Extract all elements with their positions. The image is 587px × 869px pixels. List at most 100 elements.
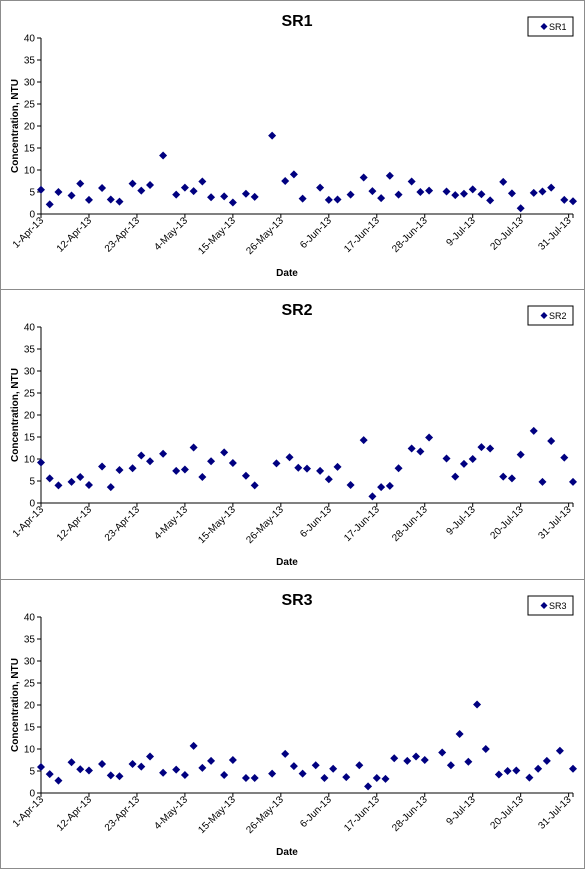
data-point: [189, 741, 198, 750]
data-point: [394, 464, 403, 473]
data-point: [189, 187, 198, 196]
data-point: [442, 454, 451, 463]
data-point: [228, 198, 237, 207]
legend-label: SR1: [549, 22, 567, 32]
data-point: [268, 131, 277, 140]
x-tick-label: 17-Jun-13: [342, 215, 382, 255]
data-point: [499, 177, 508, 186]
data-point: [241, 189, 250, 198]
data-point: [377, 194, 386, 203]
data-point: [272, 459, 281, 468]
data-point: [37, 763, 45, 772]
y-tick-label: 25: [24, 679, 36, 690]
x-tick-label: 31-Jul-13: [536, 794, 574, 832]
data-point: [390, 754, 399, 763]
x-tick-label: 23-Apr-13: [103, 504, 143, 544]
y-tick-label: 5: [29, 188, 35, 199]
x-tick-label: 23-Apr-13: [103, 794, 143, 834]
data-point: [311, 761, 320, 770]
x-tick-label: 26-May-13: [244, 794, 286, 836]
data-point: [241, 774, 250, 783]
data-point: [115, 466, 124, 474]
x-tick-label: 15-May-13: [196, 215, 238, 257]
data-point: [37, 458, 45, 467]
data-point: [76, 765, 85, 774]
data-point: [464, 757, 473, 766]
data-point: [425, 433, 434, 442]
x-tick-label: 20-Jul-13: [489, 504, 527, 542]
x-tick-label: 20-Jul-13: [489, 215, 527, 253]
data-point: [416, 447, 425, 456]
legend: SR3: [527, 595, 574, 616]
data-point: [67, 477, 76, 486]
data-point: [385, 171, 394, 180]
chart-title: SR3: [281, 592, 312, 609]
data-point: [281, 749, 290, 758]
data-point: [98, 759, 107, 768]
data-point: [289, 170, 298, 179]
y-tick-label: 15: [24, 433, 36, 444]
data-point: [115, 772, 124, 781]
data-point: [368, 187, 377, 196]
data-point: [494, 770, 503, 779]
data-point: [442, 187, 451, 196]
x-tick-label: 28-Jun-13: [390, 794, 430, 834]
data-point: [503, 767, 512, 775]
data-point: [359, 436, 368, 445]
y-tick-label: 40: [24, 323, 36, 334]
data-point: [481, 745, 490, 753]
data-point: [420, 756, 429, 764]
data-point: [180, 770, 189, 779]
data-point: [67, 191, 76, 200]
data-point: [507, 474, 516, 483]
x-tick-label: 12-Apr-13: [55, 794, 95, 834]
data-point: [477, 190, 486, 199]
y-tick-label: 10: [24, 745, 36, 756]
y-tick-label: 35: [24, 345, 36, 356]
x-tick-label: 28-Jun-13: [390, 215, 430, 255]
x-tick-label: 12-Apr-13: [55, 504, 95, 544]
y-tick-label: 15: [24, 723, 36, 734]
y-tick-label: 25: [24, 389, 36, 400]
data-point: [207, 756, 216, 765]
data-point: [250, 481, 259, 490]
data-point: [385, 481, 394, 490]
data-point: [525, 773, 534, 782]
x-tick-label: 17-Jun-13: [342, 794, 382, 834]
y-tick-label: 20: [24, 411, 36, 422]
data-point: [54, 481, 63, 490]
data-point: [298, 194, 307, 203]
data-point: [146, 752, 155, 761]
data-point: [451, 191, 460, 200]
data-point: [342, 773, 351, 782]
data-point: [407, 177, 416, 186]
data-point: [146, 457, 155, 466]
y-axis-title: Concentration, NTU: [10, 658, 21, 752]
data-point: [468, 455, 477, 463]
data-point: [137, 186, 146, 195]
y-tick-label: 15: [24, 144, 36, 155]
x-tick-label: 4-May-13: [152, 504, 190, 542]
data-point: [516, 204, 525, 213]
x-tick-label: 31-Jul-13: [536, 504, 574, 542]
x-tick-label: 20-Jul-13: [489, 794, 527, 832]
data-point: [451, 472, 460, 481]
y-axis-title: Concentration, NTU: [10, 368, 21, 462]
legend-marker: [540, 602, 548, 609]
data-point: [250, 774, 259, 783]
data-point: [268, 769, 277, 778]
data-point: [106, 483, 115, 492]
data-point: [381, 774, 390, 783]
data-point: [569, 477, 577, 486]
data-point: [486, 196, 495, 205]
legend-box: [527, 305, 574, 326]
data-point: [220, 448, 229, 457]
legend: SR1: [527, 16, 574, 37]
data-point: [37, 185, 45, 194]
data-point: [377, 483, 386, 492]
x-tick-label: 26-May-13: [244, 504, 286, 546]
data-point: [128, 179, 137, 188]
data-point: [98, 184, 107, 193]
